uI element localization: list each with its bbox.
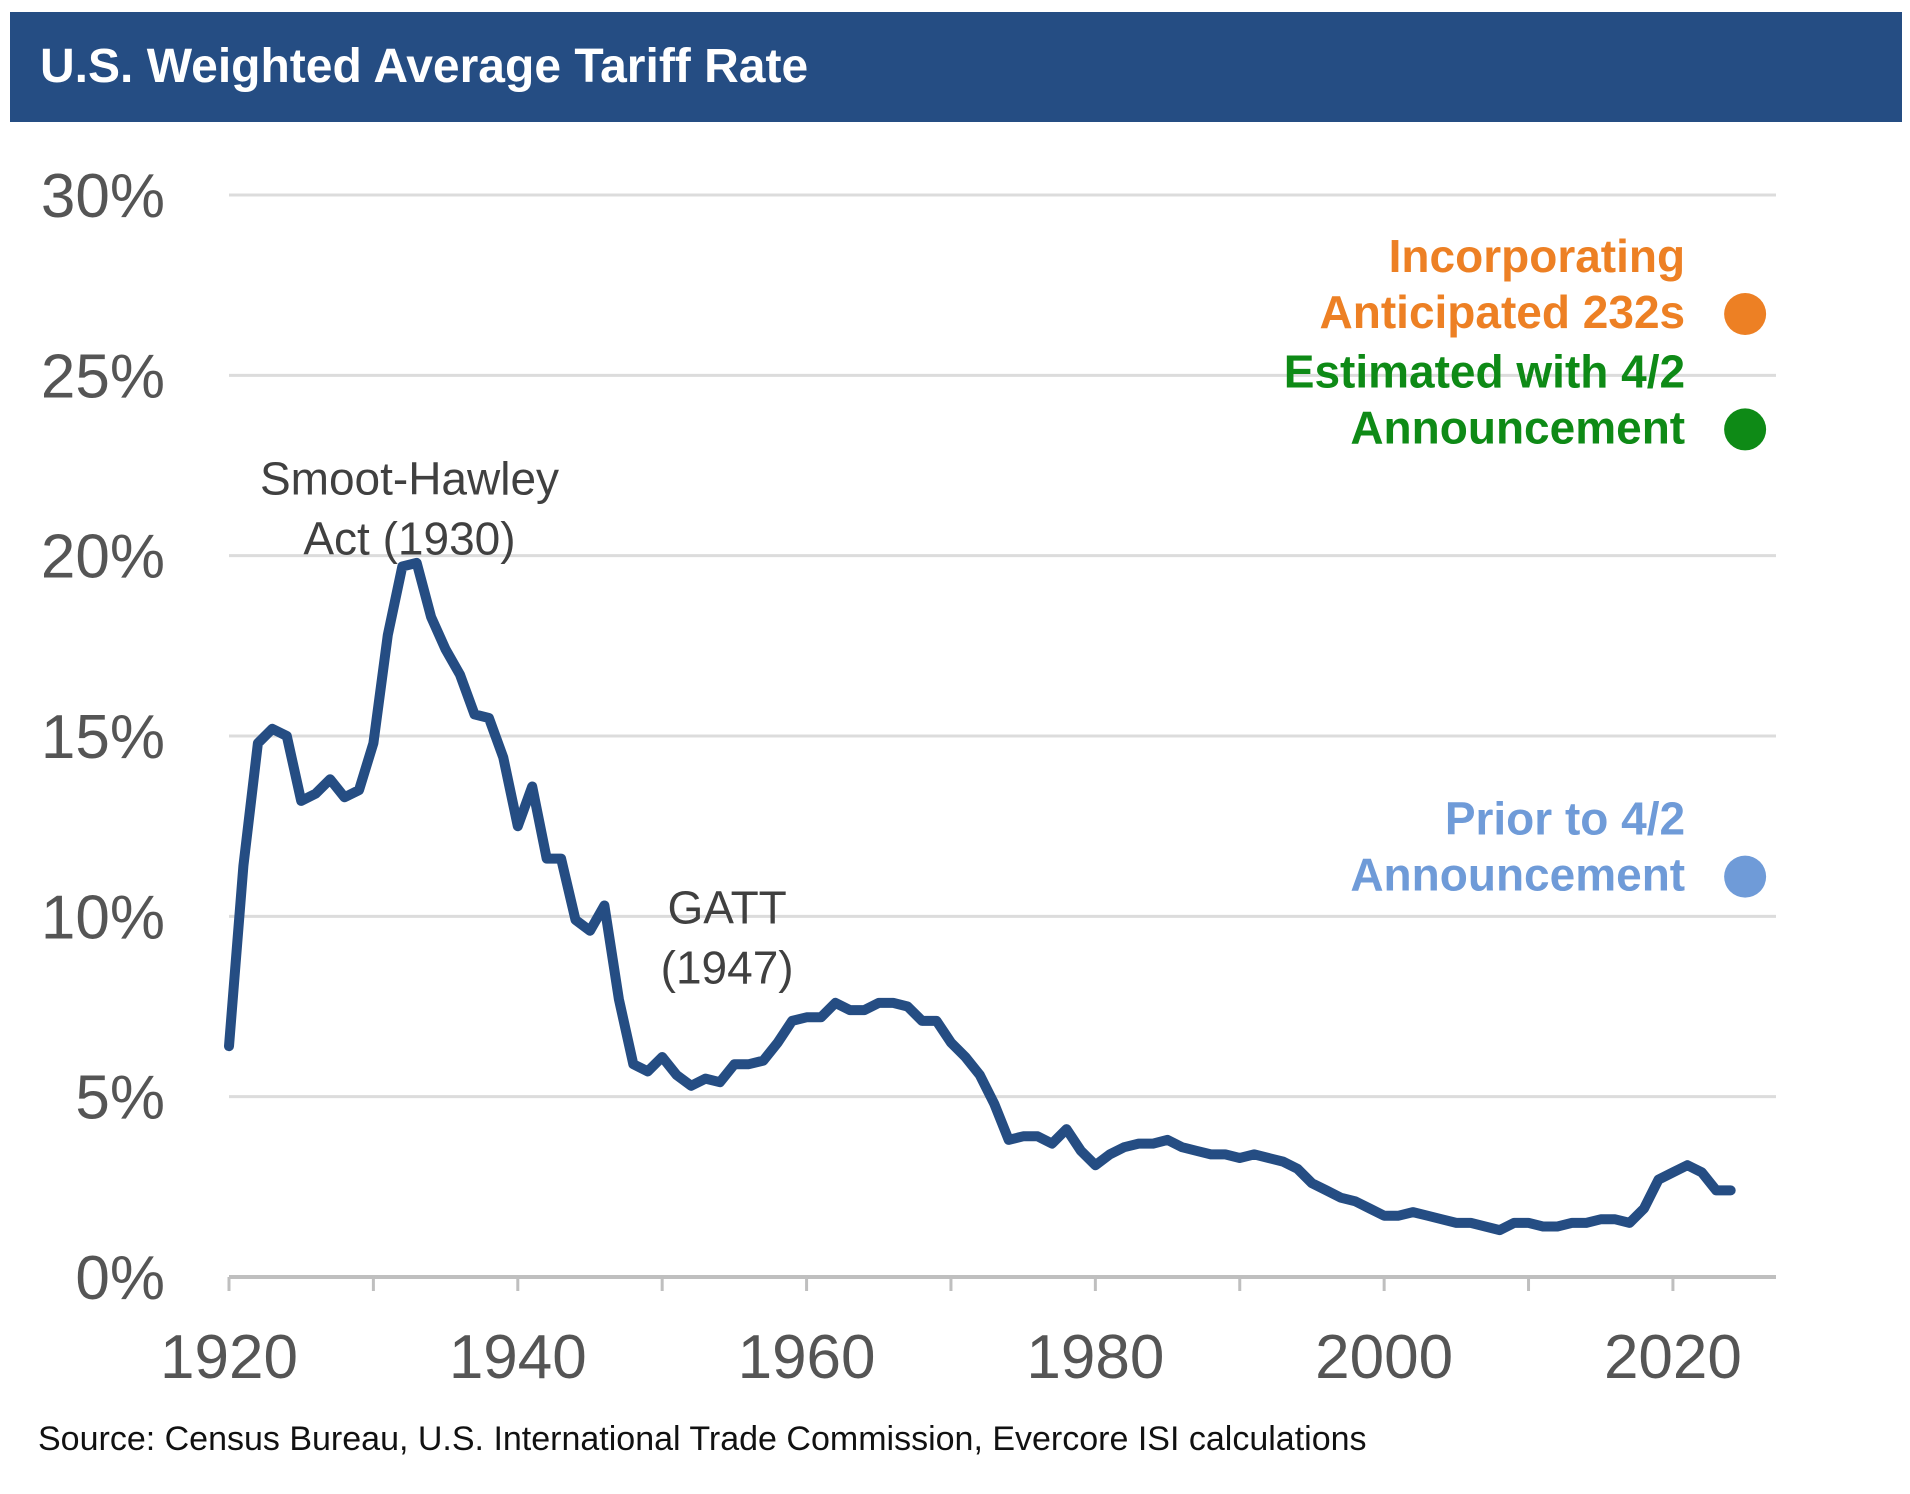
- projection-label: Announcement: [1350, 401, 1685, 453]
- projection-point: [1724, 408, 1767, 451]
- x-tick-label: 2000: [1315, 1323, 1453, 1392]
- x-tick-label: 1960: [738, 1323, 876, 1392]
- y-tick-label: 10%: [41, 883, 165, 952]
- y-tick-label: 20%: [41, 523, 165, 592]
- projection-label: Incorporating: [1389, 230, 1685, 282]
- annotation-label: GATT: [668, 882, 787, 934]
- y-tick-label: 5%: [75, 1064, 165, 1133]
- x-tick-label: 1920: [160, 1323, 298, 1392]
- y-tick-label: 30%: [41, 162, 165, 231]
- x-tick-label: 1980: [1026, 1323, 1164, 1392]
- annotation-label: (1947): [661, 942, 794, 994]
- y-tick-label: 0%: [75, 1244, 165, 1313]
- title-bar: U.S. Weighted Average Tariff Rate: [10, 12, 1902, 122]
- x-tick-label: 1940: [449, 1323, 587, 1392]
- chart-title: U.S. Weighted Average Tariff Rate: [40, 40, 809, 93]
- projection-label: Estimated with 4/2: [1284, 345, 1685, 397]
- x-tick-label: 2020: [1604, 1323, 1742, 1392]
- annotation-label: Smoot-Hawley: [260, 452, 559, 504]
- y-tick-label: 15%: [41, 703, 165, 772]
- annotation-label: Act (1930): [303, 512, 515, 564]
- projection-point: [1724, 293, 1767, 336]
- y-tick-label: 25%: [41, 342, 165, 411]
- projection-label: Prior to 4/2: [1445, 793, 1685, 845]
- projection-point: [1724, 855, 1767, 898]
- projection-label: Anticipated 232s: [1320, 286, 1686, 338]
- tariff-rate-line: [224, 557, 1736, 1236]
- projection-label: Announcement: [1350, 849, 1685, 901]
- source-note: Source: Census Bureau, U.S. Internationa…: [38, 1420, 1367, 1458]
